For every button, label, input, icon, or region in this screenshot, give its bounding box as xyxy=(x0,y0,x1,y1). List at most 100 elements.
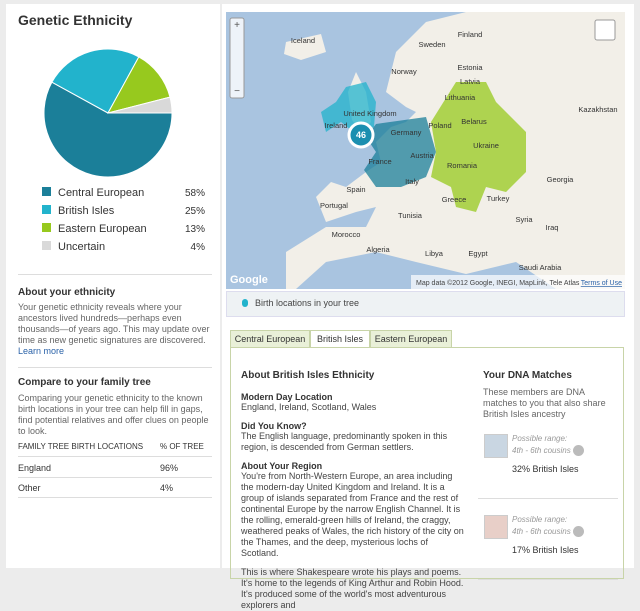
tab[interactable]: Eastern European xyxy=(370,330,452,348)
british-isles-region xyxy=(321,82,376,134)
map-label: Iceland xyxy=(291,36,315,45)
range-label: Possible range: xyxy=(512,434,568,443)
map-label: United Kingdom xyxy=(343,109,396,118)
map-label: Portugal xyxy=(320,201,348,210)
legend-label: British Isles xyxy=(58,205,115,217)
table-cell: England xyxy=(18,463,52,473)
legend-label: Central European xyxy=(58,187,144,199)
map-label: Ireland xyxy=(325,121,348,130)
range: 4th - 6th cousins xyxy=(512,446,571,455)
legend-value: 13% xyxy=(185,224,205,235)
map-marker[interactable] xyxy=(347,121,375,149)
map: 46 + − Google Map data ©2012 Google, INE… xyxy=(226,12,625,289)
pie-chart: Central European 58% British Isles 25% Easte… xyxy=(42,48,206,253)
marker-label: 46 xyxy=(356,130,366,140)
matches-list: Possible range: 4th - 6th cousins 32% Brit… xyxy=(478,424,618,586)
legend-swatch xyxy=(42,187,51,196)
legend-value: 25% xyxy=(185,206,205,217)
map-label: Ukraine xyxy=(473,141,499,150)
map-label: Algeria xyxy=(366,245,390,254)
map-label: Finland xyxy=(458,30,483,39)
table-line xyxy=(18,497,212,498)
legend-label: Uncertain xyxy=(58,241,105,253)
section-text: England, Ireland, Scotland, Wales xyxy=(241,402,377,412)
map-label: Estonia xyxy=(457,63,483,72)
table-cell: 96% xyxy=(160,463,179,473)
zoom-out[interactable]: − xyxy=(234,86,240,97)
zoom-control[interactable] xyxy=(229,17,245,99)
map-label: Spain xyxy=(346,185,365,194)
tab-active[interactable]: British Isles xyxy=(310,330,370,348)
section-text: The English language, predominantly spok… xyxy=(241,431,448,452)
table-header: % OF TREE xyxy=(160,442,204,451)
map-label: Syria xyxy=(515,215,533,224)
legend-value: 4% xyxy=(191,242,206,253)
section-text: This is where Shakespeare wrote his play… xyxy=(241,567,464,610)
map-caption-bar xyxy=(226,291,625,317)
zoom-in[interactable]: + xyxy=(234,20,240,31)
table-header: FAMILY TREE BIRTH LOCATIONS xyxy=(18,442,144,451)
map-label: Tunisia xyxy=(398,211,423,220)
page: Genetic Ethnicity Central European 58% Bri… xyxy=(6,4,634,610)
pie-slice xyxy=(107,96,173,114)
map-label: Norway xyxy=(391,67,417,76)
map-label: Italy xyxy=(405,177,419,186)
legend-label: Eastern European xyxy=(58,223,147,235)
map-logo: Google xyxy=(230,274,268,286)
about-text: Your genetic ethnicity reveals where you… xyxy=(18,302,210,345)
terms-link[interactable]: Terms of Use xyxy=(581,280,622,287)
map-label: Belarus xyxy=(461,117,487,126)
learn-more-link[interactable]: Learn more xyxy=(18,346,65,356)
match-card: Possible range: 4th - 6th cousins 32% Brit… xyxy=(478,424,618,499)
map-label: Greece xyxy=(442,195,467,204)
map-label: Morocco xyxy=(332,230,361,239)
matches-title: Your DNA Matches xyxy=(483,370,572,381)
about-title: About your ethnicity xyxy=(18,287,116,298)
avatar xyxy=(484,515,508,539)
attribution: Map data ©2012 Google, INEGI, MapLink, T… xyxy=(416,279,580,287)
map-label: Libya xyxy=(425,249,444,258)
compare-title: Compare to your family tree xyxy=(18,377,151,388)
title: Genetic Ethnicity xyxy=(18,12,133,28)
section-heading: Did You Know? xyxy=(241,421,307,431)
map-label: Austria xyxy=(410,151,434,160)
pie-slice xyxy=(43,81,173,178)
map-label: Sweden xyxy=(418,40,445,49)
detail-sections: Modern Day Location England, Ireland, Sco… xyxy=(241,390,466,611)
compare-text: Comparing your genetic ethnicity to the … xyxy=(18,393,209,436)
legend-swatch xyxy=(42,241,51,250)
map-label: Germany xyxy=(391,128,422,137)
map-label: Lithuania xyxy=(445,93,476,102)
help-icon xyxy=(573,526,584,537)
matches-text: These members are DNA matches to you tha… xyxy=(483,387,606,419)
table-cell: Other xyxy=(18,483,41,493)
fullscreen-button[interactable] xyxy=(594,19,616,41)
map-label: Kazakhstan xyxy=(578,105,617,114)
table-line xyxy=(18,477,212,478)
eastern-european-region xyxy=(431,82,526,212)
map-label: France xyxy=(368,157,391,166)
section-heading: About Your Region xyxy=(241,461,323,471)
pie-slice xyxy=(51,48,140,114)
tab[interactable]: Central European xyxy=(230,330,310,348)
map-label: Poland xyxy=(428,121,451,130)
avatar xyxy=(484,434,508,458)
separator xyxy=(18,274,212,275)
legend-value: 58% xyxy=(185,188,205,199)
legend-swatch xyxy=(42,223,51,232)
land xyxy=(284,34,326,60)
detail-title: About British Isles Ethnicity xyxy=(241,370,375,381)
range: 4th - 6th cousins xyxy=(512,527,571,536)
section-text: You're from North-Western Europe, an are… xyxy=(241,471,464,558)
map-label: Latvia xyxy=(460,77,481,86)
pin-icon xyxy=(242,299,248,307)
map-caption: Birth locations in your tree xyxy=(255,298,360,308)
map-label: Saudi Arabia xyxy=(519,263,562,272)
map-label: Romania xyxy=(447,161,478,170)
map-label: Egypt xyxy=(468,249,488,258)
table-line xyxy=(18,456,212,457)
attribution-bg xyxy=(411,275,625,289)
central-european-region xyxy=(364,117,436,187)
table-cell: 4% xyxy=(160,483,174,493)
share: 17% British Isles xyxy=(512,545,579,555)
